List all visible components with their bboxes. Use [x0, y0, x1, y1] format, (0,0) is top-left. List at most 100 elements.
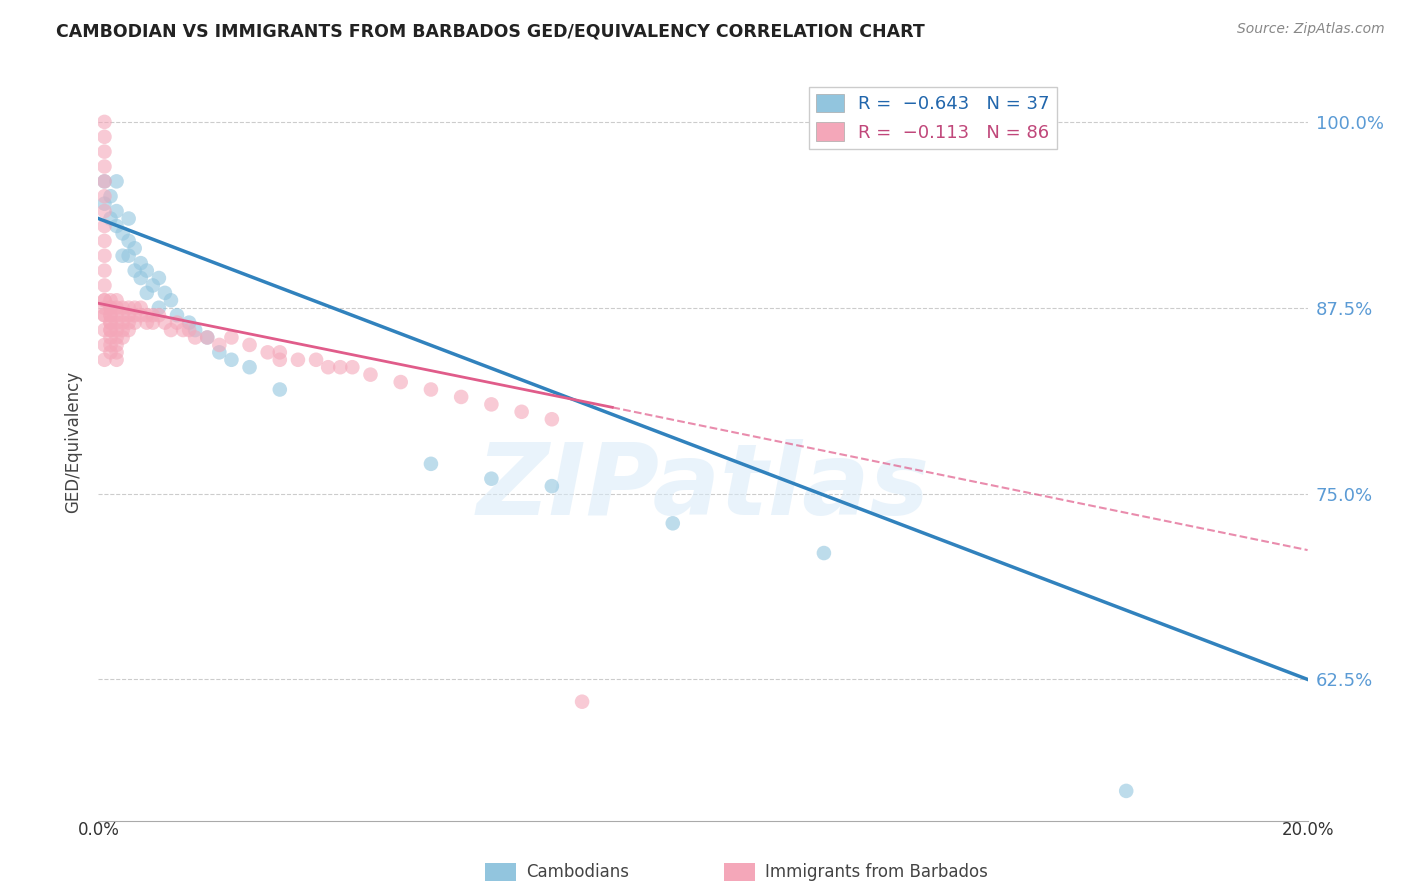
Point: [195, 330, 218, 344]
Point: [100, 323, 122, 337]
Point: [93, 308, 115, 322]
Point: [100, 316, 122, 330]
Point: [100, 330, 122, 344]
Point: [100, 316, 122, 330]
Point: [100, 323, 122, 337]
Point: [100, 301, 122, 315]
Point: [118, 234, 141, 248]
Text: 0.0%: 0.0%: [77, 821, 120, 838]
Text: 20.0%: 20.0%: [1281, 821, 1334, 838]
Point: [540, 479, 562, 493]
Point: [135, 263, 157, 277]
Point: [129, 271, 152, 285]
Point: [124, 308, 146, 322]
Point: [142, 316, 165, 330]
Point: [148, 271, 170, 285]
Point: [118, 323, 141, 337]
Point: [93, 129, 115, 144]
Point: [124, 316, 146, 330]
Text: Cambodians: Cambodians: [526, 863, 628, 881]
Point: [105, 323, 128, 337]
Point: [105, 219, 128, 233]
Text: Immigrants from Barbados: Immigrants from Barbados: [765, 863, 988, 881]
Point: [153, 316, 176, 330]
Point: [540, 412, 562, 426]
Point: [105, 308, 128, 322]
Point: [221, 330, 243, 344]
Point: [129, 256, 152, 270]
Point: [105, 352, 128, 367]
Point: [93, 308, 115, 322]
Point: [105, 345, 128, 359]
Point: [100, 301, 122, 315]
Point: [142, 308, 165, 322]
Point: [184, 330, 207, 344]
Point: [239, 360, 262, 375]
Point: [195, 330, 218, 344]
Point: [105, 316, 128, 330]
Point: [135, 316, 157, 330]
Point: [153, 285, 176, 300]
Point: [105, 293, 128, 308]
Point: [305, 352, 328, 367]
Point: [93, 160, 115, 174]
Point: [93, 293, 115, 308]
Point: [342, 360, 364, 375]
Point: [100, 345, 122, 359]
Point: [105, 301, 128, 315]
Point: [93, 189, 115, 203]
Point: [661, 516, 683, 531]
Point: [148, 301, 170, 315]
Point: [111, 316, 134, 330]
Point: [118, 211, 141, 226]
Point: [93, 263, 115, 277]
Point: [360, 368, 382, 382]
Point: [105, 338, 128, 352]
Point: [100, 308, 122, 322]
Point: [93, 174, 115, 188]
Point: [166, 308, 188, 322]
Point: [124, 241, 146, 255]
Text: CAMBODIAN VS IMMIGRANTS FROM BARBADOS GED/EQUIVALENCY CORRELATION CHART: CAMBODIAN VS IMMIGRANTS FROM BARBADOS GE…: [56, 22, 925, 40]
Point: [160, 323, 183, 337]
Point: [1115, 784, 1137, 798]
Point: [93, 323, 115, 337]
Point: [287, 352, 309, 367]
Point: [148, 308, 170, 322]
Point: [269, 345, 291, 359]
Point: [93, 219, 115, 233]
Point: [100, 293, 122, 308]
Point: [93, 293, 115, 308]
Legend: R =  −0.643   N = 37, R =  −0.113   N = 86: R = −0.643 N = 37, R = −0.113 N = 86: [810, 87, 1057, 149]
Point: [111, 301, 134, 315]
Point: [105, 204, 128, 219]
Point: [269, 352, 291, 367]
Point: [118, 308, 141, 322]
Point: [105, 174, 128, 188]
Point: [142, 278, 165, 293]
Point: [129, 308, 152, 322]
Point: [316, 360, 339, 375]
Point: [111, 323, 134, 337]
Point: [481, 397, 503, 411]
Point: [135, 285, 157, 300]
Point: [100, 189, 122, 203]
Point: [135, 308, 157, 322]
Point: [329, 360, 352, 375]
Point: [184, 323, 207, 337]
Point: [510, 405, 533, 419]
Point: [166, 316, 188, 330]
Point: [813, 546, 835, 560]
Point: [160, 293, 183, 308]
Point: [93, 278, 115, 293]
Point: [111, 308, 134, 322]
Point: [105, 330, 128, 344]
Point: [269, 383, 291, 397]
Point: [118, 316, 141, 330]
Text: Source: ZipAtlas.com: Source: ZipAtlas.com: [1237, 22, 1385, 37]
Point: [208, 338, 231, 352]
Point: [179, 323, 201, 337]
Point: [129, 301, 152, 315]
Point: [93, 338, 115, 352]
Point: [93, 174, 115, 188]
